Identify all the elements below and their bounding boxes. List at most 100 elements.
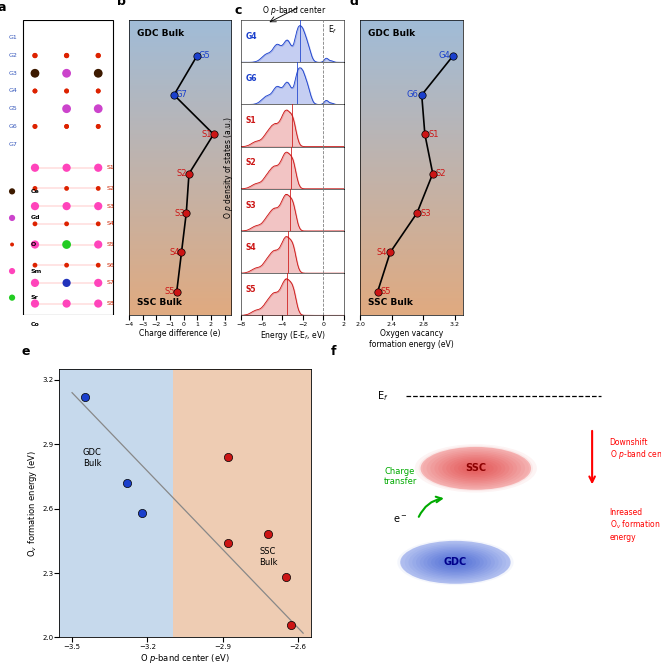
Ellipse shape bbox=[426, 449, 525, 488]
Point bbox=[30, 121, 40, 132]
Point bbox=[30, 183, 40, 194]
Point bbox=[7, 293, 17, 303]
Ellipse shape bbox=[418, 446, 533, 491]
Ellipse shape bbox=[434, 452, 518, 484]
Text: GDC: GDC bbox=[444, 558, 467, 567]
Text: S6: S6 bbox=[107, 262, 114, 268]
Text: G1: G1 bbox=[9, 36, 18, 40]
Text: e: e bbox=[22, 346, 30, 358]
Text: S5: S5 bbox=[107, 242, 114, 247]
Text: S2: S2 bbox=[436, 169, 446, 178]
X-axis label: Oxygen vacancy
formation energy (eV): Oxygen vacancy formation energy (eV) bbox=[369, 329, 454, 349]
Point bbox=[61, 86, 72, 97]
Text: O $p$-band center: O $p$-band center bbox=[262, 4, 327, 17]
Text: e$^-$: e$^-$ bbox=[393, 514, 407, 525]
Text: S1: S1 bbox=[428, 130, 438, 139]
Text: S5: S5 bbox=[381, 287, 391, 297]
Ellipse shape bbox=[401, 541, 510, 584]
Ellipse shape bbox=[400, 541, 511, 584]
Text: G4: G4 bbox=[245, 32, 257, 41]
Point bbox=[176, 247, 187, 258]
Text: G7: G7 bbox=[9, 142, 18, 147]
Text: S4: S4 bbox=[377, 248, 387, 257]
Point bbox=[93, 86, 104, 97]
Ellipse shape bbox=[422, 448, 529, 489]
Point bbox=[184, 168, 194, 179]
Point bbox=[93, 162, 104, 173]
Point bbox=[286, 619, 296, 630]
Point bbox=[93, 239, 104, 250]
Bar bbox=[59, 369, 173, 637]
Point bbox=[61, 50, 72, 61]
Text: GDC Bulk: GDC Bulk bbox=[368, 29, 416, 38]
Text: O $p$ density of states (a.u.): O $p$ density of states (a.u.) bbox=[221, 116, 235, 219]
Text: S1: S1 bbox=[107, 165, 114, 170]
Text: O: O bbox=[30, 242, 36, 247]
Point bbox=[122, 478, 133, 488]
Point bbox=[30, 219, 40, 229]
Text: S4: S4 bbox=[245, 243, 256, 252]
Point bbox=[93, 103, 104, 114]
Text: Gd: Gd bbox=[30, 215, 40, 221]
X-axis label: Charge difference (e): Charge difference (e) bbox=[139, 329, 221, 338]
Point bbox=[7, 213, 17, 223]
Y-axis label: O$_v$ formation energy (eV): O$_v$ formation energy (eV) bbox=[26, 450, 40, 557]
Ellipse shape bbox=[431, 553, 480, 572]
Text: S3: S3 bbox=[245, 201, 256, 209]
Text: c: c bbox=[235, 4, 242, 17]
Point bbox=[61, 68, 72, 79]
Ellipse shape bbox=[450, 458, 502, 478]
Text: S3: S3 bbox=[106, 203, 114, 209]
Point bbox=[262, 529, 273, 539]
Ellipse shape bbox=[446, 457, 506, 480]
Point bbox=[30, 68, 40, 79]
Point bbox=[30, 298, 40, 309]
Point bbox=[93, 50, 104, 61]
Point bbox=[30, 121, 40, 132]
Text: GDC Bulk: GDC Bulk bbox=[137, 29, 184, 38]
Point bbox=[7, 266, 17, 276]
Point bbox=[93, 260, 104, 270]
Point bbox=[30, 86, 40, 97]
Point bbox=[181, 207, 192, 218]
Point bbox=[61, 201, 72, 211]
Bar bbox=[173, 369, 311, 637]
Text: S4: S4 bbox=[169, 248, 180, 257]
Ellipse shape bbox=[427, 551, 484, 574]
Point bbox=[169, 89, 179, 100]
Point bbox=[61, 121, 72, 132]
Text: S1: S1 bbox=[202, 130, 212, 139]
Point bbox=[7, 186, 17, 197]
Point bbox=[61, 183, 72, 194]
Text: Charge
transfer: Charge transfer bbox=[383, 467, 417, 486]
Text: S3: S3 bbox=[174, 209, 184, 217]
Ellipse shape bbox=[449, 560, 461, 564]
Ellipse shape bbox=[454, 460, 498, 477]
Point bbox=[30, 278, 40, 289]
Text: Sm: Sm bbox=[30, 268, 42, 274]
Ellipse shape bbox=[397, 539, 514, 585]
Text: G7: G7 bbox=[176, 91, 188, 99]
Point bbox=[61, 121, 72, 132]
Point bbox=[30, 162, 40, 173]
Ellipse shape bbox=[408, 544, 502, 580]
Ellipse shape bbox=[414, 444, 537, 493]
Text: Sr: Sr bbox=[30, 295, 38, 300]
Point bbox=[192, 50, 202, 61]
Point bbox=[61, 162, 72, 173]
Point bbox=[280, 572, 291, 582]
Point bbox=[93, 68, 104, 79]
Point bbox=[93, 121, 104, 132]
Point bbox=[61, 260, 72, 270]
Ellipse shape bbox=[420, 447, 531, 490]
Point bbox=[93, 219, 104, 229]
Text: S5: S5 bbox=[245, 285, 256, 294]
Point bbox=[61, 68, 72, 79]
Point bbox=[93, 298, 104, 309]
Ellipse shape bbox=[412, 546, 498, 579]
Point bbox=[448, 50, 459, 61]
Text: Ce: Ce bbox=[30, 189, 40, 194]
Text: G5: G5 bbox=[199, 51, 211, 60]
Ellipse shape bbox=[405, 542, 506, 582]
Point bbox=[93, 68, 104, 79]
